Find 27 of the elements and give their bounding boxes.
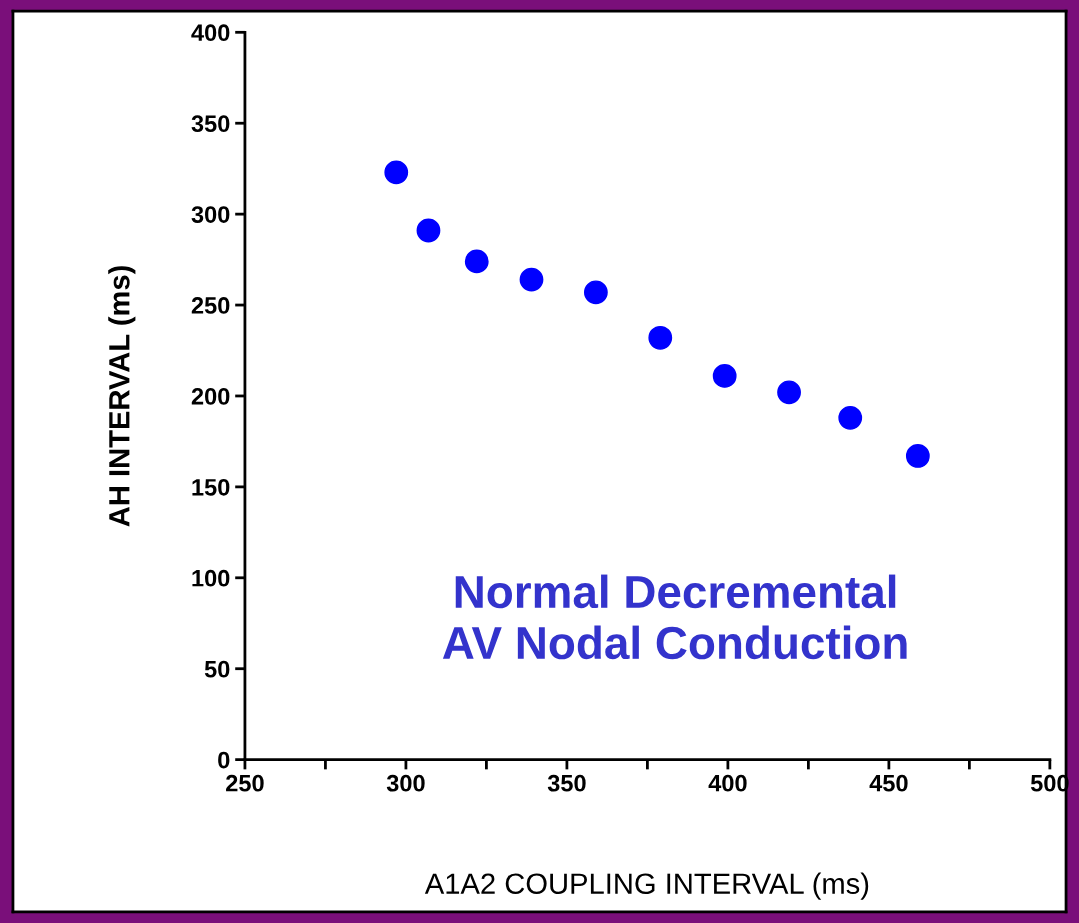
x-axis-title: A1A2 COUPLING INTERVAL (ms)	[424, 872, 869, 900]
y-tick-label: 200	[191, 388, 230, 405]
x-tick-label: 250	[226, 774, 264, 792]
point	[648, 325, 673, 350]
annotation: Normal Decremental AV Nodal Conduction	[442, 574, 907, 660]
y-tick-label: 400	[191, 24, 230, 42]
y-tick-label: 250	[191, 297, 230, 314]
point	[416, 218, 441, 243]
y-tick-label: 50	[204, 660, 230, 678]
point	[384, 160, 409, 185]
point	[519, 267, 544, 292]
y-tick-label: 0	[218, 751, 230, 769]
y-axis-title: AH INTERVAL (ms)	[108, 266, 136, 527]
y-tick-label: 150	[192, 478, 230, 496]
point	[712, 364, 737, 388]
x-tick-label: 350	[547, 774, 586, 792]
point	[464, 249, 489, 274]
x-tick-label: 450	[869, 774, 908, 792]
x-tick-label: 400	[708, 774, 747, 792]
x-tick-label: 300	[386, 774, 425, 792]
y-tick-label: 300	[191, 206, 230, 223]
point	[583, 280, 608, 305]
y-tick-label: 350	[191, 115, 230, 133]
y-tick-label: 100	[192, 569, 230, 587]
point	[777, 380, 801, 405]
point	[905, 444, 930, 468]
point	[838, 405, 863, 430]
